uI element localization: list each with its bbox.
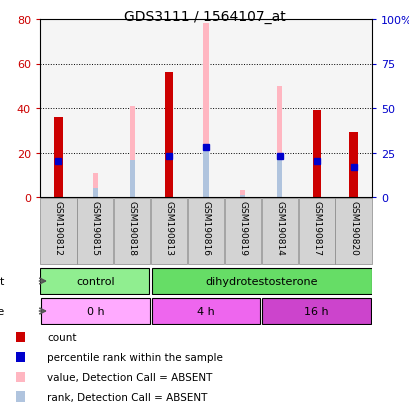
Text: rank, Detection Call = ABSENT: rank, Detection Call = ABSENT (47, 392, 207, 402)
Bar (312, 111, 320, 197)
Text: GSM190816: GSM190816 (201, 201, 210, 256)
Bar (187, 198, 224, 265)
Text: GSM190817: GSM190817 (311, 201, 320, 256)
Bar (151, 198, 187, 265)
Bar (41, 299, 149, 324)
Text: GSM190812: GSM190812 (54, 201, 63, 256)
Bar (40, 269, 148, 294)
Text: GSM190814: GSM190814 (274, 201, 283, 256)
Bar (92, 189, 98, 197)
Text: percentile rank within the sample: percentile rank within the sample (47, 352, 222, 362)
Bar (276, 87, 282, 197)
Text: control: control (76, 276, 115, 286)
Text: GSM190815: GSM190815 (91, 201, 99, 256)
Bar (224, 198, 260, 265)
Bar (129, 107, 135, 197)
Bar (152, 269, 371, 294)
Bar (151, 299, 260, 324)
Bar (348, 133, 357, 197)
Text: GDS3111 / 1564107_at: GDS3111 / 1564107_at (124, 10, 285, 24)
Bar (335, 198, 371, 265)
Text: GSM190819: GSM190819 (238, 201, 247, 256)
Text: GSM190813: GSM190813 (164, 201, 173, 256)
Bar (92, 173, 98, 197)
Bar (114, 198, 150, 265)
Text: 0 h: 0 h (86, 306, 104, 316)
Bar (203, 24, 208, 197)
Text: 16 h: 16 h (303, 306, 328, 316)
Text: GSM190818: GSM190818 (128, 201, 136, 256)
Bar (240, 191, 245, 197)
Bar (262, 299, 370, 324)
Bar (165, 73, 173, 197)
Bar (129, 160, 135, 197)
Bar (54, 118, 62, 197)
Text: GSM190820: GSM190820 (348, 201, 357, 256)
Bar (77, 198, 113, 265)
Text: count: count (47, 332, 76, 342)
Text: value, Detection Call = ABSENT: value, Detection Call = ABSENT (47, 372, 212, 382)
Bar (40, 198, 76, 265)
Bar (261, 198, 297, 265)
Text: time: time (0, 306, 5, 316)
Text: agent: agent (0, 276, 5, 286)
Bar (298, 198, 334, 265)
Bar (203, 146, 208, 197)
Text: 4 h: 4 h (197, 306, 214, 316)
Text: dihydrotestosterone: dihydrotestosterone (204, 276, 317, 286)
Bar (240, 196, 245, 197)
Bar (276, 157, 282, 197)
